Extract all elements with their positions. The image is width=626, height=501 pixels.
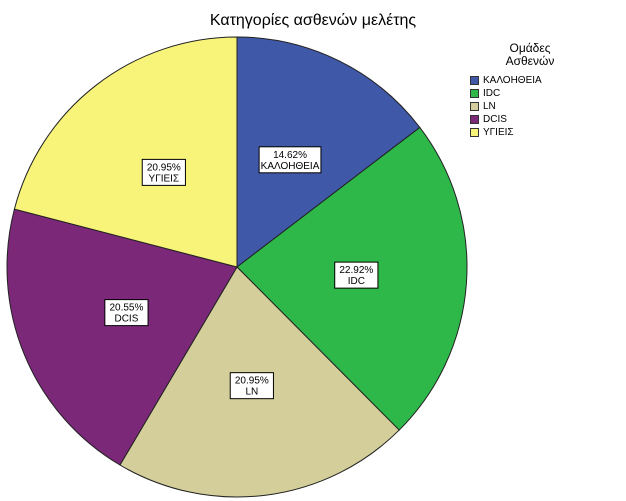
legend-title-line-2: Ασθενών — [505, 54, 555, 68]
pie-slice — [6, 208, 238, 466]
slice-label-box — [229, 372, 274, 400]
legend-swatch — [470, 89, 479, 98]
slice-label: 20.55%DCIS — [104, 299, 149, 327]
slice-label: 20.95%LN — [229, 372, 274, 400]
legend-label: LN — [483, 101, 496, 112]
pie-slice — [236, 36, 421, 269]
slice-category-label: ΚΑΛΟΗΘΕΙΑ — [261, 161, 320, 172]
legend-item: DCIS — [470, 113, 620, 126]
legend: Ομάδες Ασθενών ΚΑΛΟΗΘΕΙΑ IDC LN DCIS ΥΓΙΕΙΣ — [470, 42, 620, 139]
chart-title: Κατηγορίες ασθενών μελέτης — [209, 12, 417, 29]
slice-percent-label: 20.95% — [235, 376, 269, 387]
slice-percent-label: 20.95% — [147, 162, 181, 173]
legend-item: ΚΑΛΟΗΘΕΙΑ — [470, 74, 620, 87]
slice-category-label: ΥΓΙΕΙΣ — [149, 173, 180, 184]
legend-swatch — [470, 128, 479, 137]
slice-label-box — [104, 299, 149, 327]
legend-swatch — [470, 76, 479, 85]
slice-label-box — [334, 261, 379, 289]
legend-label: ΚΑΛΟΗΘΕΙΑ — [483, 75, 542, 86]
slice-category-label: DCIS — [114, 314, 138, 325]
legend-title-line-1: Ομάδες — [509, 41, 551, 55]
slice-percent-label: 14.62% — [273, 150, 307, 161]
legend-title: Ομάδες Ασθενών — [470, 42, 590, 68]
legend-item: LN — [470, 100, 620, 113]
pie-slice — [13, 36, 238, 268]
slice-label-box — [141, 158, 186, 186]
slice-label: 20.95%ΥΓΙΕΙΣ — [141, 158, 186, 186]
legend-label: ΥΓΙΕΙΣ — [483, 127, 514, 138]
slice-percent-label: 22.92% — [339, 265, 373, 276]
slice-percent-label: 20.55% — [109, 303, 143, 314]
legend-item: IDC — [470, 87, 620, 100]
legend-swatch — [470, 102, 479, 111]
slice-category-label: LN — [245, 387, 258, 398]
slice-category-label: IDC — [348, 276, 365, 287]
legend-items: ΚΑΛΟΗΘΕΙΑ IDC LN DCIS ΥΓΙΕΙΣ — [470, 74, 620, 139]
slice-label: 22.92%IDC — [334, 261, 379, 289]
legend-label: DCIS — [483, 114, 507, 125]
legend-item: ΥΓΙΕΙΣ — [470, 126, 620, 139]
legend-swatch — [470, 115, 479, 124]
slice-label: 14.62%ΚΑΛΟΗΘΕΙΑ — [258, 146, 322, 174]
slice-label-box — [258, 146, 322, 174]
legend-label: IDC — [483, 88, 501, 99]
